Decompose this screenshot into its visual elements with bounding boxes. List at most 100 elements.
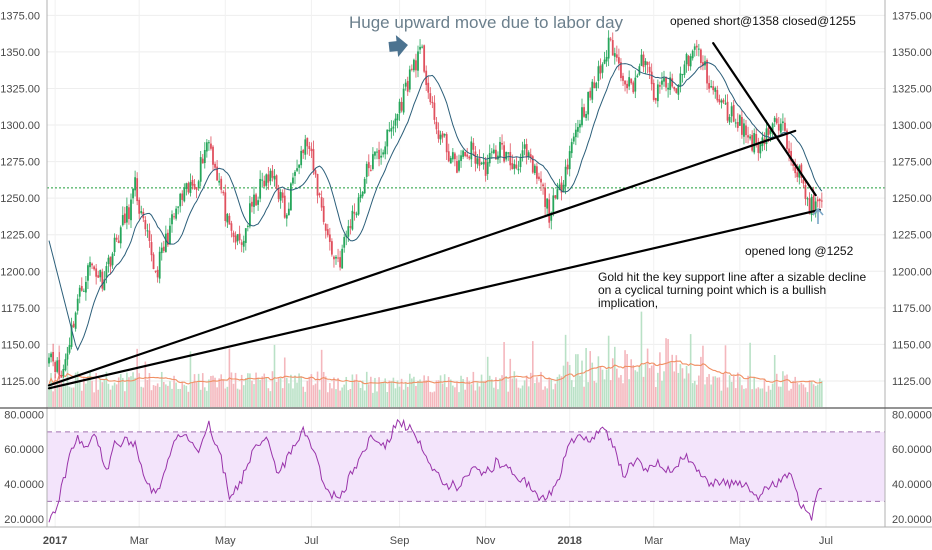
volume-bar (726, 387, 729, 407)
candle-body (710, 86, 713, 88)
candle-body (244, 228, 247, 243)
short-trade-annotation: opened short@1358 closed@1255 (670, 14, 856, 28)
candle-body (80, 286, 83, 291)
candle-body (214, 163, 216, 168)
volume-bar (445, 387, 448, 407)
rsi-tick-right: 40.0000 (892, 479, 932, 491)
candle-body (630, 78, 633, 84)
volume-bar (792, 381, 794, 407)
candle-body (365, 163, 368, 177)
volume-ma-line (48, 360, 822, 385)
volume-bar (478, 386, 481, 407)
volume-bar (775, 373, 778, 407)
annotations: Huge upward move due to labor day opened… (349, 13, 866, 310)
candle-body (179, 193, 182, 207)
volume-bar (370, 376, 372, 407)
candle-body (810, 196, 813, 215)
volume-bar (812, 384, 815, 407)
volume-bar (587, 382, 589, 407)
candle-body (402, 88, 405, 113)
volume-bar (476, 382, 479, 407)
volume-bar (763, 378, 766, 407)
candle-body (146, 230, 149, 232)
volume-bar (433, 391, 436, 407)
volume-bar (798, 384, 801, 407)
candle-body (197, 181, 200, 188)
volume-bar (300, 376, 302, 407)
volume-bar (222, 380, 225, 407)
volume-bar (599, 366, 602, 407)
volume-bar (136, 348, 138, 407)
candle-body (650, 71, 653, 85)
candle-body (533, 165, 536, 174)
candle-body (544, 187, 546, 207)
candle-body (585, 113, 587, 118)
volume-bar (630, 359, 632, 407)
support-note-line-1: Gold hit the key support line after a si… (598, 270, 866, 284)
candle-body (525, 143, 528, 158)
volume-bar (292, 388, 294, 407)
candle-body (253, 194, 255, 207)
candle-body (378, 149, 380, 160)
lower-support-line (47, 208, 821, 390)
candle-body (757, 144, 760, 153)
candle-body (363, 178, 366, 194)
volume-bar (808, 380, 811, 407)
volume-bar (749, 342, 751, 407)
volume-bar (679, 364, 682, 407)
candle-body (620, 62, 622, 79)
volume-bar (573, 386, 575, 407)
volume-bar (570, 380, 573, 407)
volume-bar (191, 382, 194, 407)
volume-bar (392, 377, 395, 407)
candle-body (185, 183, 188, 189)
candle-body (277, 188, 280, 200)
candle-body (249, 203, 251, 227)
candle-body (417, 51, 419, 71)
candle-body (786, 130, 788, 149)
price-tick-right: 1350.00 (892, 47, 932, 59)
candle-body (470, 141, 473, 160)
volume-bar (730, 381, 733, 407)
volume-bar (644, 363, 647, 407)
volume-bar (400, 378, 403, 407)
volume-bar (614, 346, 616, 407)
volume-bar (341, 387, 343, 407)
volume-bar (540, 371, 542, 407)
candle-body (802, 179, 805, 184)
volume-bar (52, 391, 54, 407)
candle-body (529, 154, 532, 158)
volume-bar (390, 381, 393, 407)
candle-body (333, 256, 335, 260)
volume-bar (739, 377, 741, 407)
volume-bar (804, 387, 807, 407)
candle-body (447, 151, 450, 162)
time-tick: Mar (130, 535, 149, 547)
candle-body (343, 237, 346, 248)
candle-body (72, 323, 75, 328)
candle-body (349, 226, 352, 228)
volume-bar (402, 389, 405, 407)
candle-body (515, 164, 518, 169)
volume-bar (197, 373, 200, 407)
volume-bar (454, 387, 456, 407)
candle-body (261, 179, 264, 181)
candle-body (126, 206, 128, 223)
volume-bar (529, 372, 532, 407)
trendlines[interactable] (47, 42, 821, 390)
rsi-line (48, 418, 822, 523)
candle-body (382, 152, 385, 155)
volume-bar (611, 358, 614, 407)
volume-bar (339, 390, 341, 407)
candle-body (415, 60, 417, 71)
volume-bar (601, 369, 604, 407)
volume-bar (179, 388, 181, 407)
candle-body (164, 233, 167, 253)
volume-bar (425, 380, 427, 407)
upper-support-line (47, 129, 797, 387)
candle-body (466, 154, 469, 157)
volume-bar (546, 388, 548, 407)
candle-body (144, 219, 147, 230)
candle-body (654, 98, 657, 101)
